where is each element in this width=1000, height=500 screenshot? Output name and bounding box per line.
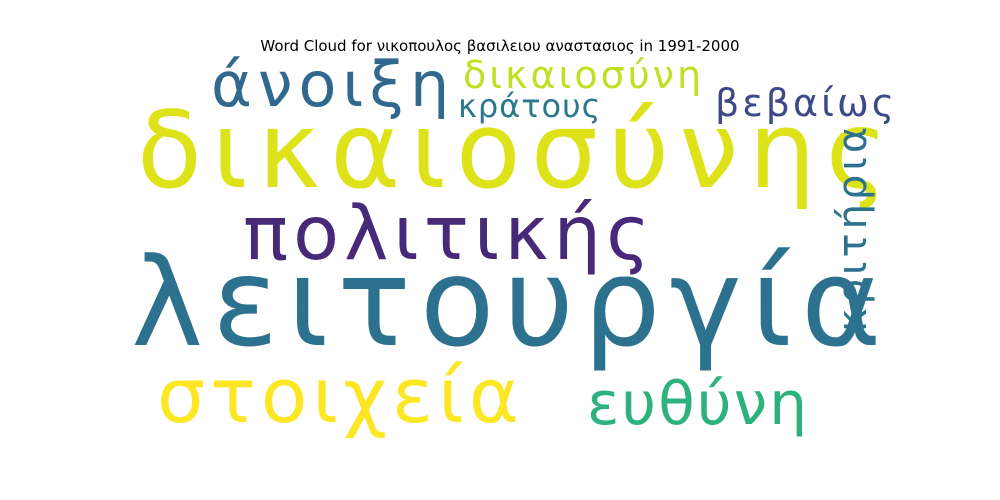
word-kratous: κράτους bbox=[458, 87, 602, 125]
chart-title: Word Cloud for νικοπουλος βασιλειου ανασ… bbox=[260, 37, 740, 55]
word-efthyni: ευθύνη bbox=[587, 369, 810, 439]
word-anoixi: άνοιξη bbox=[211, 48, 456, 121]
word-leitourgia: λειτουργία bbox=[131, 232, 891, 374]
word-dikaiosyni: δικαιοσύνη bbox=[463, 53, 705, 97]
word-dikaiosynis: δικαιοσύνης bbox=[137, 89, 898, 212]
word-cloud: δικαιοσύνης λειτουργία πολιτικής στοιχεί… bbox=[125, 54, 894, 440]
word-kritiria: κριτήρια bbox=[830, 122, 876, 332]
word-politikis: πολιτικής bbox=[243, 189, 656, 277]
word-stoixeia: στοιχεία bbox=[157, 351, 524, 440]
word-vevaios: βεβαίως bbox=[715, 81, 898, 125]
